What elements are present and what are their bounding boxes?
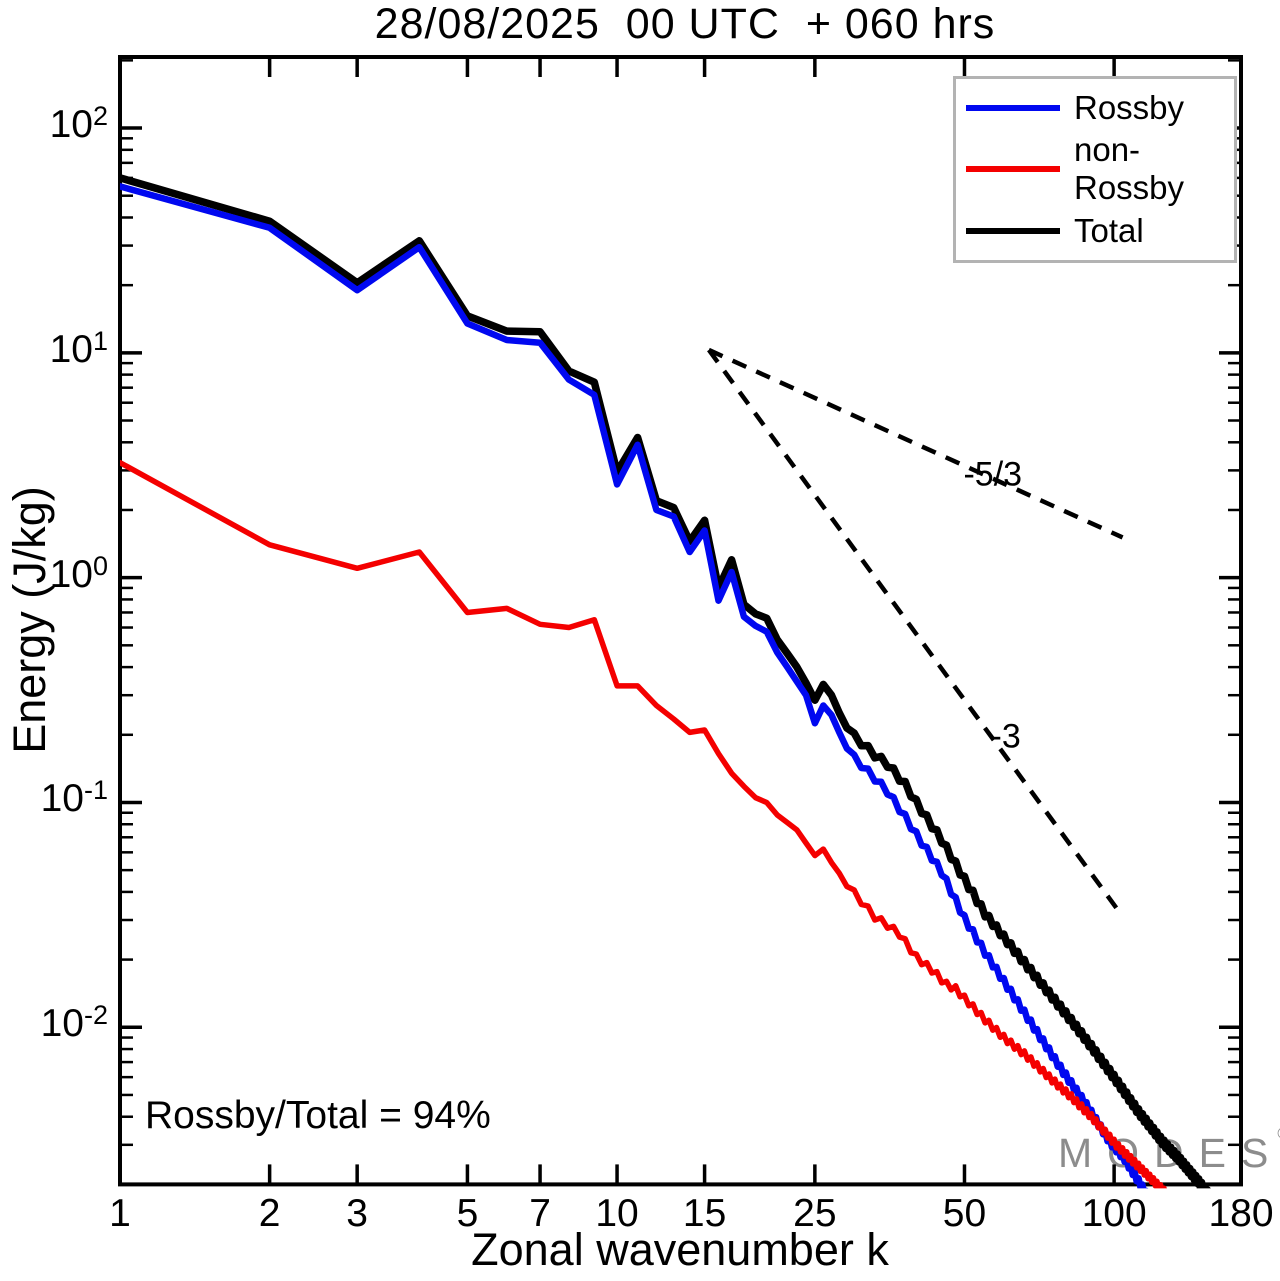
legend-line-rossby — [966, 105, 1060, 112]
legend-label-rossby: Rossby — [1074, 89, 1185, 127]
y-tick-label-1e-2: 10-2 — [40, 1000, 108, 1046]
legend-label-total: Total — [1074, 211, 1144, 249]
x-tick-label-5: 5 — [456, 1192, 479, 1235]
series-line-non-rossby — [120, 459, 1167, 1189]
plot-frame — [118, 55, 1243, 1187]
x-tick-label-3: 3 — [346, 1192, 368, 1235]
y-axis-label: Energy (J/kg) — [4, 486, 55, 754]
x-tick-label-1: 1 — [109, 1192, 131, 1235]
y-tick-label-1e-1: 10-1 — [40, 775, 108, 821]
legend-item-rossby: Rossby — [956, 89, 1234, 127]
x-tick-label-15: 15 — [682, 1192, 727, 1235]
x-tick-label-7: 7 — [529, 1192, 551, 1235]
x-tick-label-50: 50 — [942, 1192, 987, 1235]
x-tick-label-180: 180 — [1208, 1192, 1274, 1235]
reference-line-minus-three — [707, 348, 1119, 910]
rossby-total-ratio-text: Rossby/Total = 94% — [145, 1094, 491, 1137]
legend-line-total — [966, 227, 1060, 234]
x-tick-label-100: 100 — [1081, 1192, 1147, 1235]
x-tick-label-10: 10 — [595, 1192, 639, 1235]
y-tick-label-1e1: 101 — [49, 325, 108, 371]
x-axis-label: Zonal wavenumber k — [471, 1224, 889, 1275]
slope-label-minus-three: -3 — [990, 717, 1021, 756]
x-tick-label-2: 2 — [258, 1192, 281, 1235]
series-line-total — [120, 174, 1211, 1189]
slope-label-five-thirds: -5/3 — [963, 455, 1023, 494]
legend-line-non-rossby — [966, 166, 1060, 173]
y-tick-label-1e0: 100 — [49, 550, 108, 596]
reference-line-five-thirds — [707, 347, 1124, 540]
legend-item-total: Total — [956, 212, 1234, 250]
y-tick-label-1e2: 102 — [49, 101, 108, 147]
x-tick-label-25: 25 — [793, 1192, 837, 1235]
copyright-icon: © — [1277, 1124, 1280, 1143]
legend-box: Rossby non-Rossby Total — [953, 76, 1237, 263]
legend-item-non-rossby: non-Rossby — [956, 131, 1234, 207]
legend-label-non-rossby: non-Rossby — [1074, 131, 1185, 207]
series-line-rossby — [120, 183, 1149, 1189]
chart-title: 28/08/2025 00 UTC + 060 hrs — [374, 0, 996, 48]
